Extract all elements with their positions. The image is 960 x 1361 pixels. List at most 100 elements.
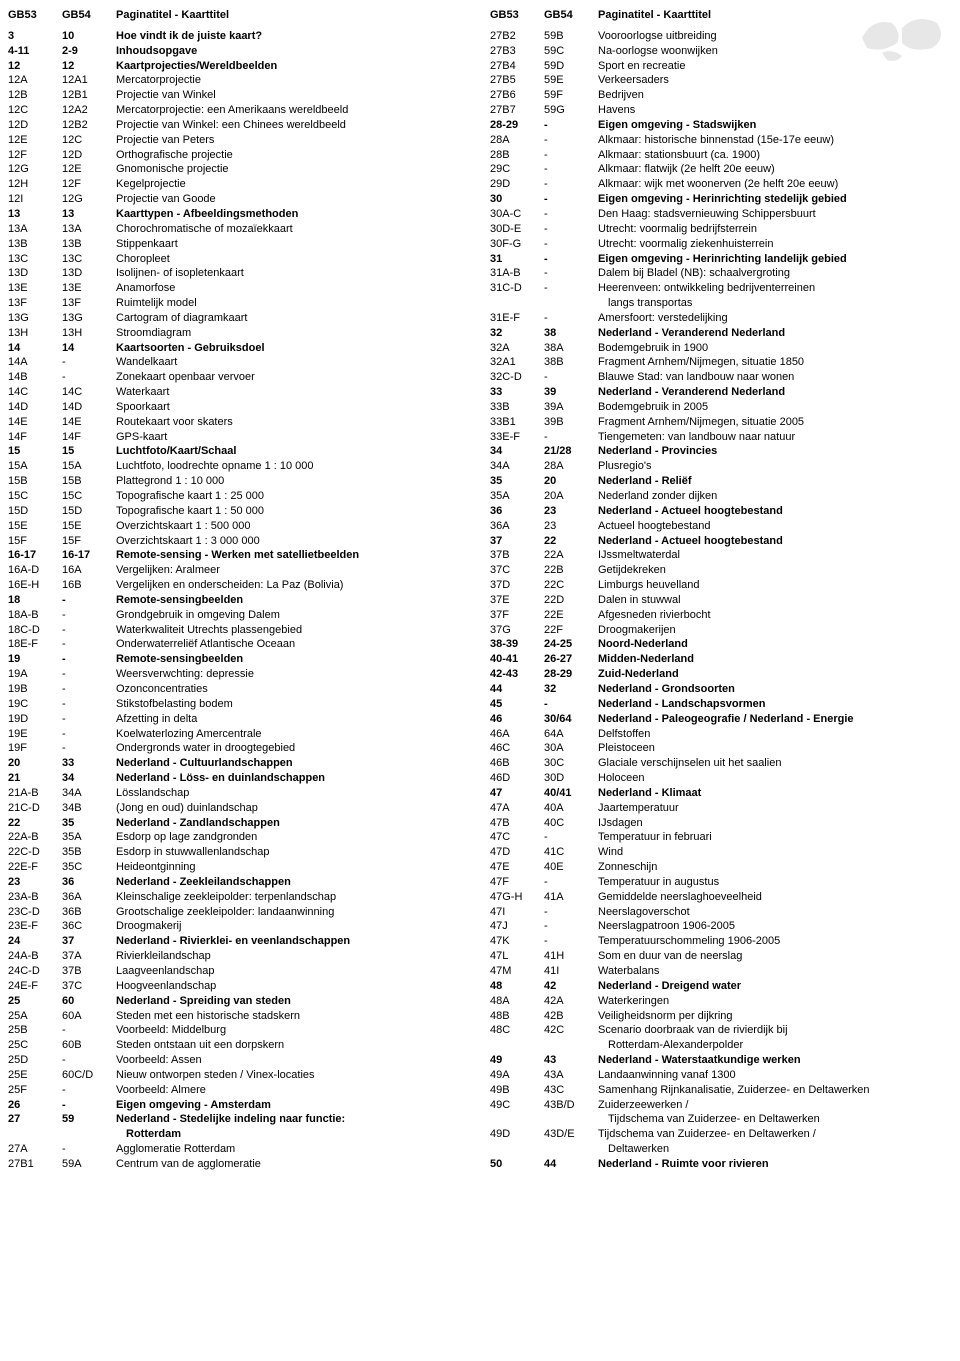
table-row: Deltawerken	[490, 1142, 952, 1157]
table-row: 33B139BFragment Arnhem/Nijmegen, situati…	[490, 415, 952, 430]
table-row: 28B-Alkmaar: stationsbuurt (ca. 1900)	[490, 148, 952, 163]
cell-title: Nederland zonder dijken	[598, 489, 952, 504]
cell-title: Dalem bij Bladel (NB): schaalvergroting	[598, 266, 952, 281]
cell-title: Utrecht: voormalig ziekenhuisterrein	[598, 237, 952, 252]
left-rows: 310Hoe vindt ik de juiste kaart?4-112-9I…	[8, 29, 470, 1172]
cell-gb53: 13G	[8, 311, 62, 326]
cell-gb54: 43B/D	[544, 1098, 598, 1113]
cell-title: Waterbalans	[598, 964, 952, 979]
cell-gb53: 13A	[8, 222, 62, 237]
cell-gb53: 12G	[8, 162, 62, 177]
cell-gb53: 15A	[8, 459, 62, 474]
table-row: 3421/28Nederland - Provincies	[490, 444, 952, 459]
cell-gb54: 22F	[544, 623, 598, 638]
table-row: 40-4126-27Midden-Nederland	[490, 652, 952, 667]
cell-gb53: 15	[8, 444, 62, 459]
cell-gb54: 12C	[62, 133, 116, 148]
table-row: 25F-Voorbeeld: Almere	[8, 1083, 470, 1098]
cell-title: Bodemgebruik in 1900	[598, 341, 952, 356]
cell-gb54: 10	[62, 29, 116, 44]
cell-gb54: 40A	[544, 801, 598, 816]
cell-gb53: 27B7	[490, 103, 544, 118]
cell-gb53: 37E	[490, 593, 544, 608]
cell-gb53: 25D	[8, 1053, 62, 1068]
cell-gb54: -	[62, 1023, 116, 1038]
table-row: 37G22FDroogmakerijen	[490, 623, 952, 638]
cell-title: Isolijnen- of isopletenkaart	[116, 266, 470, 281]
cell-title: Som en duur van de neerslag	[598, 949, 952, 964]
cell-gb54: 23	[544, 519, 598, 534]
cell-gb54: 60C/D	[62, 1068, 116, 1083]
cell-gb53: 35A	[490, 489, 544, 504]
cell-title: Droogmakerijen	[598, 623, 952, 638]
cell-gb53: 47J	[490, 919, 544, 934]
cell-gb54: 60	[62, 994, 116, 1009]
table-row: 25C60BSteden ontstaan uit een dorpskern	[8, 1038, 470, 1053]
cell-gb54	[544, 1112, 598, 1127]
cell-title: Neerslagoverschot	[598, 905, 952, 920]
table-row: 1212Kaartprojecties/Wereldbeelden	[8, 59, 470, 74]
cell-gb54: 35A	[62, 830, 116, 845]
cell-title: Hoe vindt ik de juiste kaart?	[116, 29, 470, 44]
table-row: 22E-F35CHeideontginning	[8, 860, 470, 875]
cell-title: Alkmaar: stationsbuurt (ca. 1900)	[598, 148, 952, 163]
table-row: 46D30DHoloceen	[490, 771, 952, 786]
cell-title: Chorochromatische of mozaïekkaart	[116, 222, 470, 237]
table-row: 2336Nederland - Zeekleilandschappen	[8, 875, 470, 890]
cell-gb53: 20	[8, 756, 62, 771]
cell-title: Nederland - Actueel hoogtebestand	[598, 534, 952, 549]
cell-title: Gnomonische projectie	[116, 162, 470, 177]
cell-title: GPS-kaart	[116, 430, 470, 445]
cell-gb54: -	[544, 177, 598, 192]
table-row: 15E15EOverzichtskaart 1 : 500 000	[8, 519, 470, 534]
cell-gb53: 25	[8, 994, 62, 1009]
table-row: 24C-D37BLaagveenlandschap	[8, 964, 470, 979]
table-row: 3623Nederland - Actueel hoogtebestand	[490, 504, 952, 519]
cell-title: Holoceen	[598, 771, 952, 786]
cell-gb54: -	[544, 192, 598, 207]
cell-title: Verkeersaders	[598, 73, 952, 88]
table-row: 46A64ADelfstoffen	[490, 727, 952, 742]
cell-gb53: 15E	[8, 519, 62, 534]
cell-gb53	[490, 1142, 544, 1157]
cell-gb53: 12I	[8, 192, 62, 207]
cell-gb54: -	[544, 311, 598, 326]
cell-title: Kegelprojectie	[116, 177, 470, 192]
cell-gb54	[544, 1142, 598, 1157]
cell-gb53: 36	[490, 504, 544, 519]
cell-title: Nederland - Paleogeografie / Nederland -…	[598, 712, 952, 727]
cell-gb53: 34A	[490, 459, 544, 474]
table-row: 37C22BGetijdekreken	[490, 563, 952, 578]
cell-gb53: 37D	[490, 578, 544, 593]
cell-gb54: 24-25	[544, 637, 598, 652]
cell-gb54: 41I	[544, 964, 598, 979]
cell-gb54: 13B	[62, 237, 116, 252]
cell-title: Esdorp op lage zandgronden	[116, 830, 470, 845]
cell-gb54: 20A	[544, 489, 598, 504]
cell-gb54: -	[62, 1083, 116, 1098]
cell-gb53: 31A-B	[490, 266, 544, 281]
table-row: 3339Nederland - Veranderend Nederland	[490, 385, 952, 400]
table-row: 12H12FKegelprojectie	[8, 177, 470, 192]
table-row: 22A-B35AEsdorp op lage zandgronden	[8, 830, 470, 845]
table-row: 47D41CWind	[490, 845, 952, 860]
cell-title: Gemiddelde neerslaghoeveelheid	[598, 890, 952, 905]
table-row: 4432Nederland - Grondsoorten	[490, 682, 952, 697]
cell-gb53: 47L	[490, 949, 544, 964]
cell-gb54: 42	[544, 979, 598, 994]
table-row: 13B13BStippenkaart	[8, 237, 470, 252]
cell-gb54: 36B	[62, 905, 116, 920]
cell-gb54: 40E	[544, 860, 598, 875]
cell-gb54: -	[62, 608, 116, 623]
table-row: 33B39ABodemgebruik in 2005	[490, 400, 952, 415]
cell-gb53: 27B2	[490, 29, 544, 44]
cell-title: Remote-sensing - Werken met satellietbee…	[116, 548, 470, 563]
table-row: 12C12A2Mercatorprojectie: een Amerikaans…	[8, 103, 470, 118]
cell-gb53: 48B	[490, 1009, 544, 1024]
cell-gb53: 47G-H	[490, 890, 544, 905]
cell-gb54: 33	[62, 756, 116, 771]
cell-gb53: 14C	[8, 385, 62, 400]
cell-gb54: 15C	[62, 489, 116, 504]
cell-title: Nederland - Zandlandschappen	[116, 816, 470, 831]
cell-title: Luchtfoto/Kaart/Schaal	[116, 444, 470, 459]
